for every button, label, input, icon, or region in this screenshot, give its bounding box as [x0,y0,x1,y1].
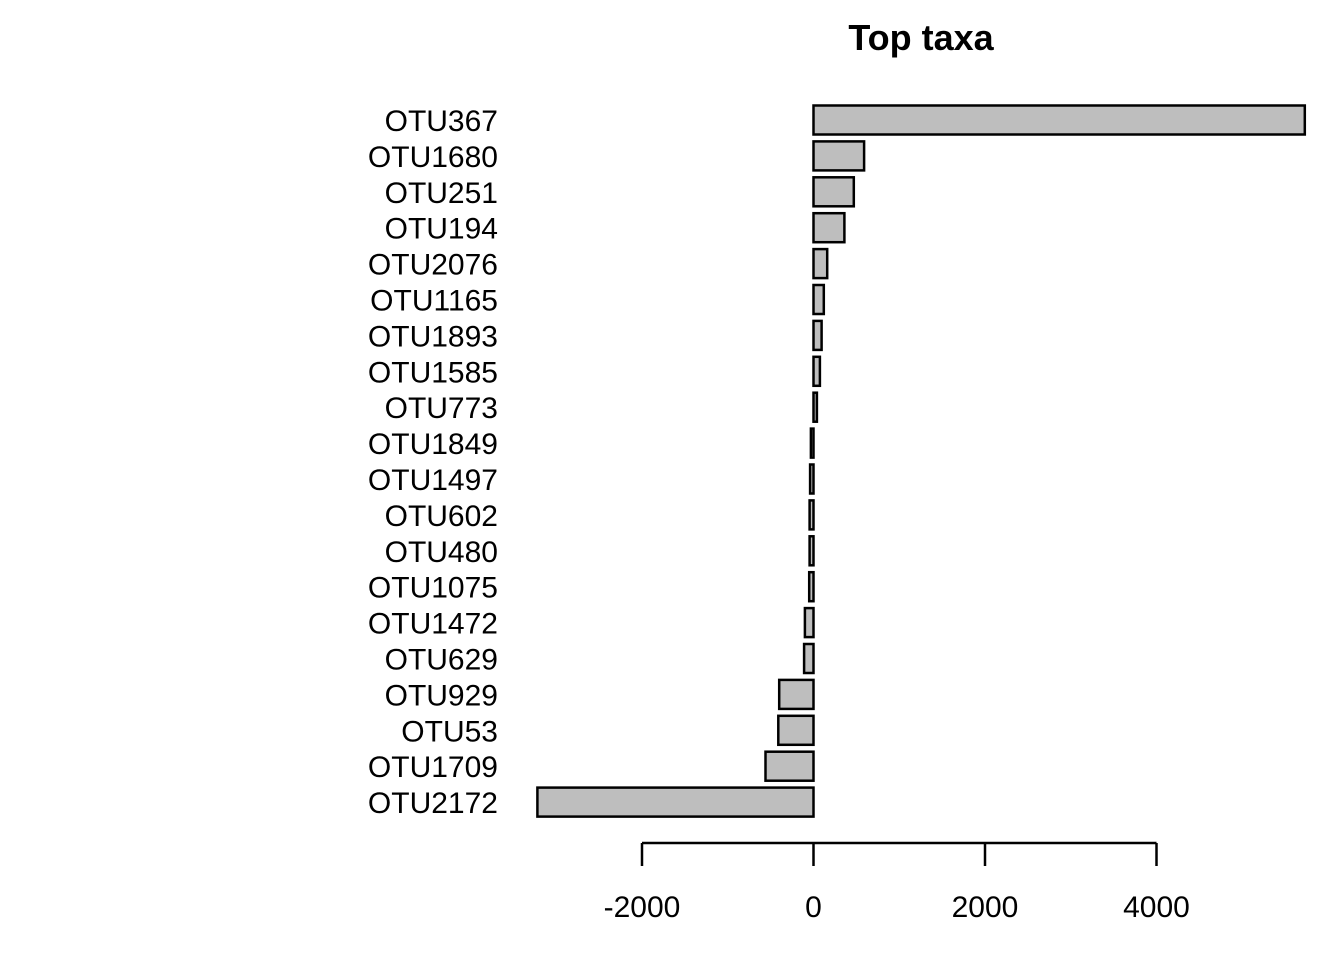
bar-otu251 [812,176,856,208]
category-labels: OTU367OTU1680OTU251OTU194OTU2076OTU1165O… [368,105,498,820]
bar-otu1680 [812,140,866,172]
bar-otu929 [777,678,815,711]
category-label-otu1849: OTU1849 [368,428,498,461]
bar-otu1849 [809,427,815,459]
category-label-otu1472: OTU1472 [368,608,498,641]
x-tick-label: -2000 [604,891,681,924]
bar-otu602 [808,499,815,531]
bar-otu1075 [807,570,815,603]
category-label-otu53: OTU53 [401,715,498,748]
bar-otu773 [812,391,819,423]
x-tick-label: 2000 [952,891,1019,924]
bar-otu53 [777,714,815,747]
category-label-otu2076: OTU2076 [368,249,498,282]
bars-group [536,104,1307,818]
x-tick-label: 4000 [1123,891,1190,924]
category-label-otu1497: OTU1497 [368,464,498,497]
bar-otu367 [812,104,1307,136]
bar-otu2076 [812,247,829,280]
chart-title: Top taxa [848,17,994,58]
category-label-otu1680: OTU1680 [368,141,498,174]
x-axis: -2000 0 2000 4000 [604,841,1190,924]
bar-otu1472 [803,606,815,639]
x-tick-label: 0 [805,891,822,924]
category-label-otu773: OTU773 [385,392,498,425]
category-label-otu480: OTU480 [385,536,498,569]
category-label-otu1893: OTU1893 [368,320,498,353]
category-label-otu194: OTU194 [385,213,498,246]
bar-otu194 [812,211,846,244]
category-label-otu367: OTU367 [385,105,498,138]
bar-otu1709 [764,750,815,782]
bar-otu1497 [808,463,815,495]
bar-otu480 [808,535,815,567]
bar-otu1893 [812,319,823,352]
category-label-otu602: OTU602 [385,500,498,533]
category-label-otu1075: OTU1075 [368,572,498,605]
category-label-otu929: OTU929 [385,679,498,712]
bar-otu1585 [812,355,822,388]
bar-otu629 [802,642,815,675]
category-label-otu1585: OTU1585 [368,356,498,389]
category-label-otu1709: OTU1709 [368,751,498,784]
category-label-otu1165: OTU1165 [370,285,498,318]
category-label-otu629: OTU629 [385,644,498,677]
bar-otu1165 [812,283,826,316]
category-label-otu251: OTU251 [385,177,498,210]
bar-otu2172 [536,786,815,818]
category-label-otu2172: OTU2172 [368,787,498,820]
